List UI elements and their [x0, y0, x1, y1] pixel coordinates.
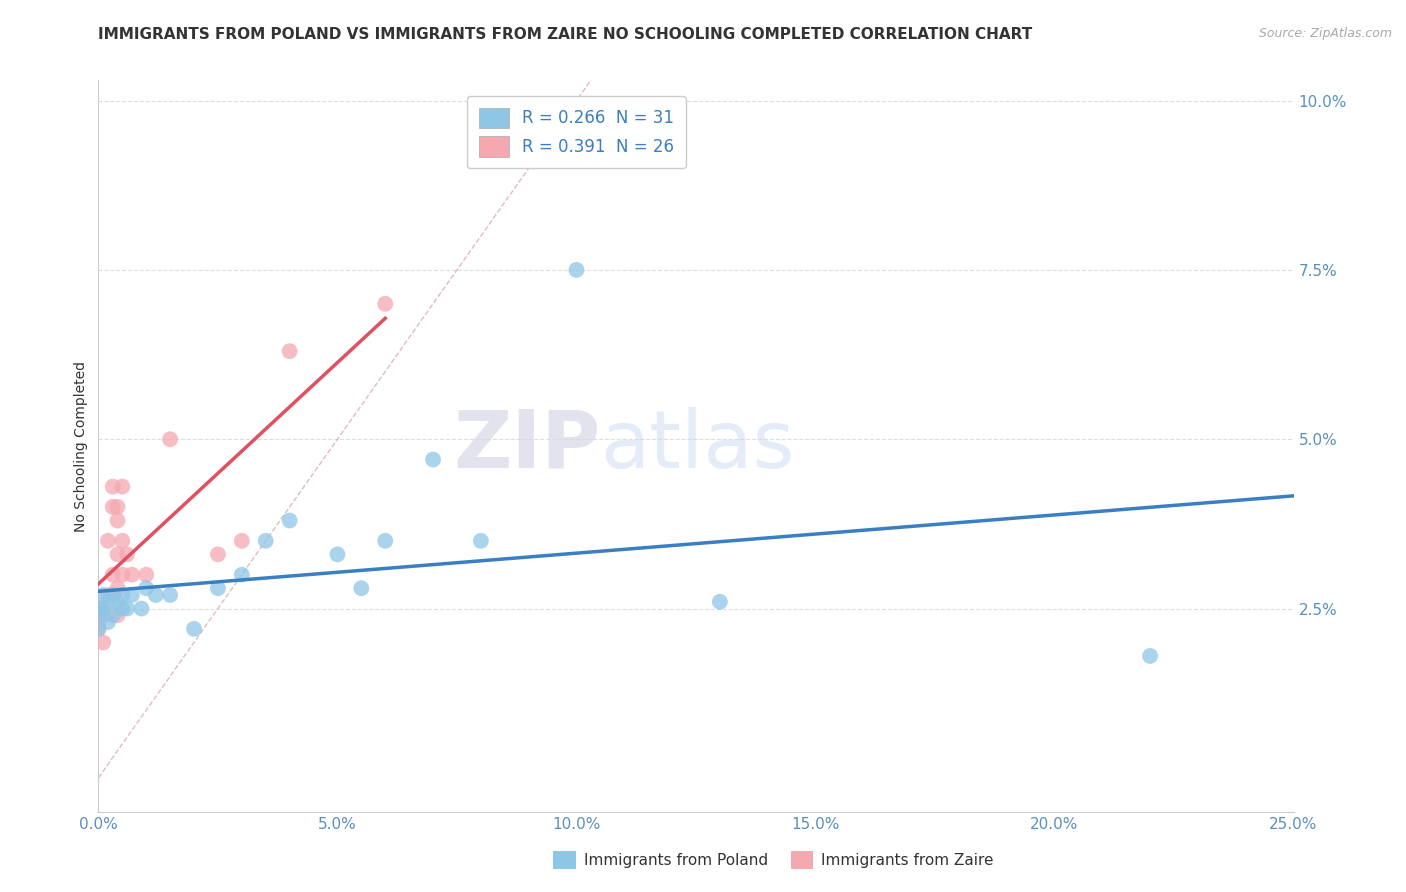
Point [101, 567, 124, 582]
Point [91, 601, 114, 615]
Point [135, 567, 157, 582]
Point [111, 567, 134, 582]
Point [135, 581, 157, 595]
Point [565, 263, 588, 277]
Text: ZIP: ZIP [453, 407, 600, 485]
Text: IMMIGRANTS FROM POLAND VS IMMIGRANTS FROM ZAIRE NO SCHOOLING COMPLETED CORRELATI: IMMIGRANTS FROM POLAND VS IMMIGRANTS FRO… [98, 27, 1032, 42]
Point [121, 567, 143, 582]
Point [101, 480, 124, 494]
Point [101, 608, 124, 623]
Point [121, 588, 143, 602]
Point [350, 581, 373, 595]
Point [111, 480, 134, 494]
Text: atlas: atlas [600, 407, 794, 485]
Point [131, 601, 153, 615]
Point [145, 588, 167, 602]
Point [278, 514, 301, 528]
Point [91, 608, 114, 623]
Point [91, 635, 114, 649]
Point [97, 533, 120, 548]
Point [709, 595, 731, 609]
Point [111, 601, 134, 615]
Point [111, 588, 134, 602]
Point [231, 533, 253, 548]
Point [111, 533, 134, 548]
Point [159, 432, 181, 446]
Point [87, 601, 110, 615]
Point [107, 608, 129, 623]
Point [101, 500, 124, 514]
Point [374, 297, 396, 311]
Point [87, 615, 110, 629]
Point [87, 622, 110, 636]
Point [97, 588, 120, 602]
Point [91, 588, 114, 602]
Point [278, 344, 301, 359]
Point [87, 622, 110, 636]
Point [1139, 648, 1161, 663]
Point [470, 533, 492, 548]
Point [107, 595, 129, 609]
Point [254, 533, 277, 548]
Point [97, 595, 120, 609]
Point [422, 452, 444, 467]
Point [97, 615, 120, 629]
Legend: R = 0.266  N = 31, R = 0.391  N = 26: R = 0.266 N = 31, R = 0.391 N = 26 [467, 96, 686, 169]
Point [115, 601, 138, 615]
Point [91, 601, 114, 615]
Point [159, 588, 181, 602]
Point [207, 547, 229, 561]
Point [374, 533, 396, 548]
Point [107, 581, 129, 595]
Y-axis label: No Schooling Completed: No Schooling Completed [75, 360, 89, 532]
Point [107, 514, 129, 528]
Point [107, 547, 129, 561]
Point [231, 567, 253, 582]
Legend: Immigrants from Poland, Immigrants from Zaire: Immigrants from Poland, Immigrants from … [547, 845, 1000, 875]
Point [107, 500, 129, 514]
Point [115, 547, 138, 561]
Point [183, 622, 205, 636]
Point [207, 581, 229, 595]
Point [101, 588, 124, 602]
Text: Source: ZipAtlas.com: Source: ZipAtlas.com [1258, 27, 1392, 40]
Point [87, 608, 110, 623]
Point [326, 547, 349, 561]
